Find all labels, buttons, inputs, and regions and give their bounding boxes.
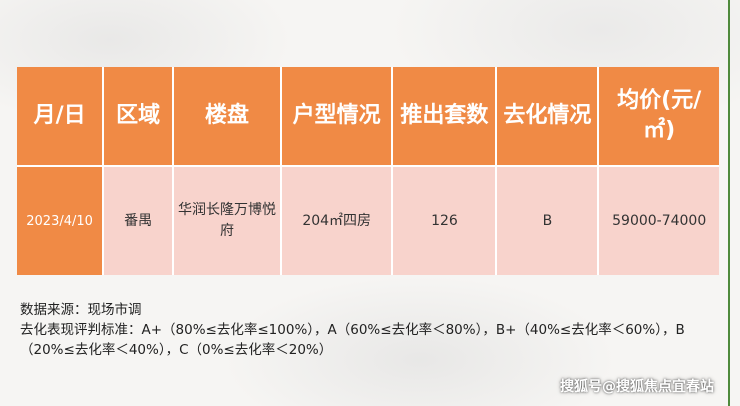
header-district: 区域 bbox=[104, 67, 175, 167]
cell-unit-type: 204㎡四房 bbox=[281, 167, 394, 275]
table-row: 2023/4/10 番禺 华润长隆万博悦府 204㎡四房 126 B 59000… bbox=[17, 167, 719, 275]
housing-table: 月/日 区域 楼盘 户型情况 推出套数 去化情况 均价(元/㎡) 2023/4/… bbox=[17, 67, 719, 275]
header-avg-price-text: 均价(元/㎡) bbox=[617, 88, 702, 143]
watermark: 搜狐号@搜狐焦点宜春站 bbox=[560, 379, 714, 395]
green-border bbox=[728, 0, 730, 406]
cell-district: 番禺 bbox=[104, 167, 175, 275]
header-project: 楼盘 bbox=[174, 67, 282, 167]
cell-absorption: B bbox=[497, 167, 600, 275]
header-date: 月/日 bbox=[17, 67, 105, 167]
header-unit-type: 户型情况 bbox=[281, 67, 394, 167]
cell-units-launched: 126 bbox=[393, 167, 498, 275]
header-absorption-text: 去化情况 bbox=[503, 103, 592, 128]
header-avg-price: 均价(元/㎡) bbox=[599, 67, 719, 167]
header-unit-type-text: 户型情况 bbox=[292, 103, 381, 128]
notes: 数据来源：现场市调 去化表现评判标准：A+（80%≤去化率≤100%），A（60… bbox=[20, 300, 700, 360]
cell-avg-price: 59000-74000 bbox=[599, 167, 719, 275]
header-units-launched-text: 推出套数 bbox=[400, 103, 489, 128]
criteria-note: 去化表现评判标准：A+（80%≤去化率≤100%），A（60%≤去化率＜80%）… bbox=[20, 322, 685, 358]
data-source-note: 数据来源：现场市调 bbox=[20, 302, 142, 318]
cell-project-text: 华润长隆万博悦府 bbox=[178, 202, 277, 239]
cell-project: 华润长隆万博悦府 bbox=[174, 167, 282, 275]
cell-date: 2023/4/10 bbox=[17, 167, 105, 275]
table-header-row: 月/日 区域 楼盘 户型情况 推出套数 去化情况 均价(元/㎡) bbox=[17, 67, 719, 167]
header-units-launched: 推出套数 bbox=[393, 67, 498, 167]
header-absorption: 去化情况 bbox=[497, 67, 600, 167]
